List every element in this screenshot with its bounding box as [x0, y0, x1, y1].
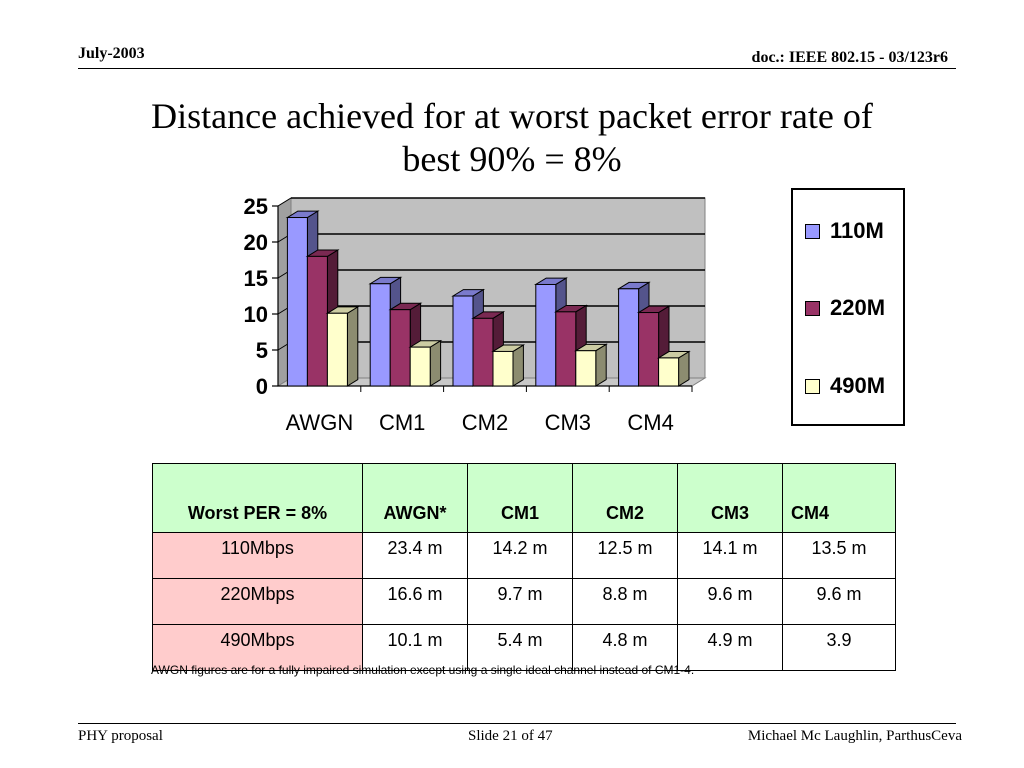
table-cell: 9.6 m	[782, 578, 896, 625]
y-tick-label: 10	[244, 302, 268, 327]
table-row-label: 220Mbps	[152, 578, 363, 625]
slide-title-line-2: best 90% = 8%	[402, 139, 622, 180]
bar-cm3-490m	[575, 350, 597, 387]
table-cell: 5.4 m	[467, 624, 573, 671]
bar-side	[346, 305, 359, 387]
legend-item-490m: 490M	[805, 373, 885, 399]
table-header-cell: Worst PER = 8%	[152, 463, 363, 533]
table-cell: 12.5 m	[572, 532, 678, 579]
bar-cm1-490m	[409, 346, 431, 387]
legend-label-220m: 220M	[830, 295, 886, 320]
table-cell: 9.7 m	[467, 578, 573, 625]
legend-swatch-490m	[805, 378, 820, 394]
table-header-cell: CM2	[572, 463, 678, 533]
table-row: 220Mbps 16.6 m 9.7 m 8.8 m 9.6 m 9.6 m	[152, 578, 896, 625]
bar-cm2-220m	[472, 317, 494, 387]
table-row-label: 490Mbps	[152, 624, 363, 671]
table-row: 110Mbps 23.4 m 14.2 m 12.5 m 14.1 m 13.5…	[152, 532, 896, 579]
bar-side	[512, 344, 524, 387]
table-header-cell: CM1	[467, 463, 573, 533]
table-cell: 14.1 m	[677, 532, 783, 579]
table-cell: 16.6 m	[362, 578, 468, 625]
header-date: July-2003	[78, 45, 145, 62]
table-header-cell: CM3	[677, 463, 783, 533]
table-cell: 3.9	[782, 624, 896, 671]
header-rule	[78, 68, 956, 69]
bar-cm1-110m	[369, 283, 391, 387]
bar-cm4-490m	[658, 357, 680, 387]
x-tick-label: CM3	[545, 410, 591, 435]
y-tick-label: 25	[244, 194, 268, 219]
legend-label-490m: 490M	[830, 373, 886, 398]
footer-author: Michael Mc Laughlin, ParthusCeva	[747, 728, 962, 744]
x-tick-label: CM4	[627, 410, 673, 435]
table-cell: 4.8 m	[572, 624, 678, 671]
bar-awgn-110m	[286, 217, 308, 387]
table-cell: 14.2 m	[467, 532, 573, 579]
y-tick-label: 20	[244, 230, 268, 255]
bar-cm2-110m	[452, 295, 474, 387]
y-tick-label: 15	[244, 266, 268, 291]
bar-cm4-220m	[638, 312, 660, 387]
slide-title: Distance achieved for at worst packet er…	[60, 95, 964, 181]
chart-legend: 110M 220M 490M	[791, 188, 905, 426]
table-header-row: Worst PER = 8% AWGN* CM1 CM2 CM3 CM4	[152, 463, 896, 533]
bar-cm3-110m	[535, 283, 557, 387]
gridline-side	[277, 197, 292, 207]
header-doc-id: doc.: IEEE 802.15 - 03/123r6	[751, 49, 948, 66]
table-header-cell: AWGN*	[362, 463, 468, 533]
table-header-cell: CM4	[782, 463, 896, 533]
x-tick-label: CM2	[462, 410, 508, 435]
footer-rule	[78, 723, 956, 724]
per-table: Worst PER = 8% AWGN* CM1 CM2 CM3 CM4 110…	[152, 463, 896, 671]
slide-title-line-1: Distance achieved for at worst packet er…	[151, 96, 873, 136]
bar-cm3-220m	[555, 311, 577, 387]
table-cell: 13.5 m	[782, 532, 896, 579]
table-cell: 8.8 m	[572, 578, 678, 625]
y-tick-label: 0	[256, 374, 268, 399]
x-tick-label: CM1	[379, 410, 425, 435]
bar-awgn-220m	[306, 255, 328, 387]
table-row: 490Mbps 10.1 m 5.4 m 4.8 m 4.9 m 3.9	[152, 624, 896, 671]
table-cell: 10.1 m	[362, 624, 468, 671]
table-cell: 9.6 m	[677, 578, 783, 625]
y-tick-label: 5	[256, 338, 268, 363]
bar-side	[595, 343, 607, 387]
bar-side	[429, 339, 442, 387]
legend-item-220m: 220M	[805, 295, 885, 321]
legend-item-110m: 110M	[805, 218, 884, 244]
table-row-label: 110Mbps	[152, 532, 363, 579]
legend-swatch-110m	[805, 223, 820, 239]
legend-swatch-220m	[805, 300, 820, 316]
table-cell: 23.4 m	[362, 532, 468, 579]
legend-label-110m: 110M	[830, 218, 884, 243]
bar-cm4-110m	[618, 288, 640, 387]
bar-cm1-220m	[389, 309, 411, 387]
footnote: AWGN figures are for a fully impaired si…	[151, 663, 695, 677]
footer-left: PHY proposal	[78, 728, 163, 744]
bar-awgn-490m	[326, 312, 348, 387]
footer-slide-number: Slide 21 of 47	[468, 728, 553, 744]
x-tick-label: AWGN	[286, 410, 354, 435]
bar-cm2-490m	[492, 350, 514, 387]
